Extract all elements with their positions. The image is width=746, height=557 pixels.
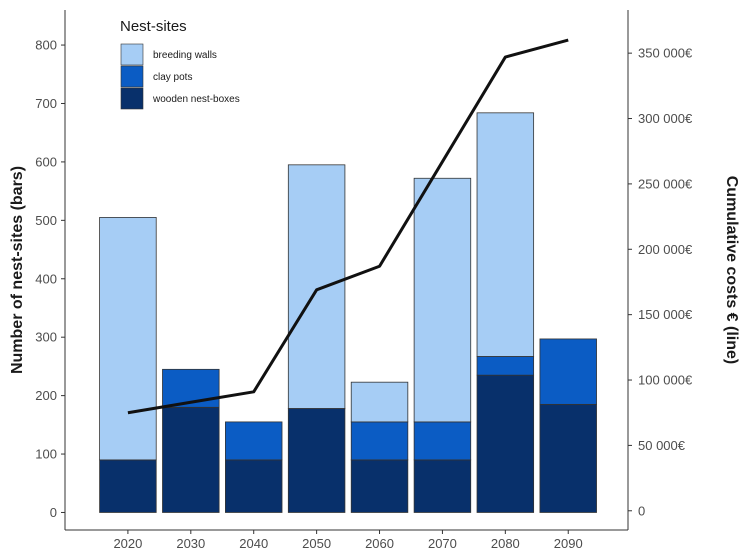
bar-wooden-nest-boxes-2070 — [413, 459, 472, 513]
x-tick-label: 2070 — [428, 536, 457, 551]
x-tick-label: 2090 — [554, 536, 583, 551]
legend-label: clay pots — [153, 72, 192, 83]
bar-breeding-walls-2060 — [350, 381, 409, 423]
bar-breeding-walls-2080 — [476, 112, 535, 357]
legend-swatch — [120, 87, 144, 110]
y-tick-label: 100 — [35, 447, 57, 462]
y2-axis-title: Cumulative costs € (line) — [723, 176, 740, 365]
x-tick-label: 2020 — [113, 536, 142, 551]
x-tick-label: 2060 — [365, 536, 394, 551]
bars-group — [99, 112, 597, 513]
bar-wooden-nest-boxes-2030 — [162, 406, 220, 513]
y-tick-label: 0 — [50, 505, 57, 520]
bar-clay-pots-2090 — [539, 338, 597, 405]
bar-wooden-nest-boxes-2020 — [99, 459, 157, 513]
x-tick-label: 2080 — [491, 536, 520, 551]
legend-title: Nest-sites — [120, 18, 187, 35]
bar-wooden-nest-boxes-2040 — [225, 459, 283, 513]
bar-clay-pots-2060 — [350, 421, 409, 461]
x-tick-label: 2040 — [239, 536, 268, 551]
cumulative-cost-line — [127, 38, 569, 415]
y-tick-label: 800 — [35, 38, 57, 53]
y-tick-label: 500 — [35, 213, 57, 228]
bar-breeding-walls-2070 — [413, 177, 472, 423]
y2-tick-label: 200 000€ — [638, 242, 693, 257]
legend-swatch — [120, 65, 144, 88]
y2-tick-label: 300 000€ — [638, 111, 693, 126]
bar-wooden-nest-boxes-2050 — [287, 408, 346, 513]
legend-swatch — [120, 43, 144, 66]
legend-label: wooden nest-boxes — [152, 94, 240, 105]
bar-wooden-nest-boxes-2060 — [350, 459, 409, 513]
right-ticks-group: 0 50 000€ 100 000€ 150 000€ 200 000€ 250 000€… — [628, 46, 693, 518]
y-tick-label: 300 — [35, 330, 57, 345]
y2-tick-label: 250 000€ — [638, 176, 693, 191]
y-tick-label: 400 — [35, 271, 57, 286]
y-axis-title: Number of nest-sites (bars) — [9, 166, 26, 374]
bar-breeding-walls-2020 — [99, 217, 157, 461]
legend-label: breeding walls — [153, 50, 217, 61]
y-tick-label: 200 — [35, 388, 57, 403]
bar-clay-pots-2040 — [225, 421, 283, 461]
y2-tick-label: 350 000€ — [638, 46, 693, 61]
x-tick-label: 2030 — [176, 536, 205, 551]
cost-line-group — [127, 38, 569, 415]
y-tick-label: 600 — [35, 154, 57, 169]
x-tick-label: 2050 — [302, 536, 331, 551]
bar-clay-pots-2070 — [413, 421, 472, 461]
bar-wooden-nest-boxes-2080 — [476, 374, 535, 513]
y2-tick-label: 50 000€ — [638, 438, 686, 453]
bar-wooden-nest-boxes-2090 — [539, 403, 597, 513]
x-ticks-group: 2020 2030 2040 2050 2060 2070 2080 2090 — [113, 530, 583, 551]
y2-tick-label: 0 — [638, 503, 645, 518]
legend: Nest-sites breeding walls clay pots wooden… — [120, 18, 240, 110]
y2-tick-label: 150 000€ — [638, 307, 693, 322]
left-ticks-group: 0 100 200 300 400 500 600 700 800 — [35, 38, 65, 520]
bar-clay-pots-2080 — [476, 356, 535, 376]
y-tick-label: 700 — [35, 96, 57, 111]
y2-tick-label: 100 000€ — [638, 373, 693, 388]
bar-breeding-walls-2050 — [287, 164, 346, 409]
